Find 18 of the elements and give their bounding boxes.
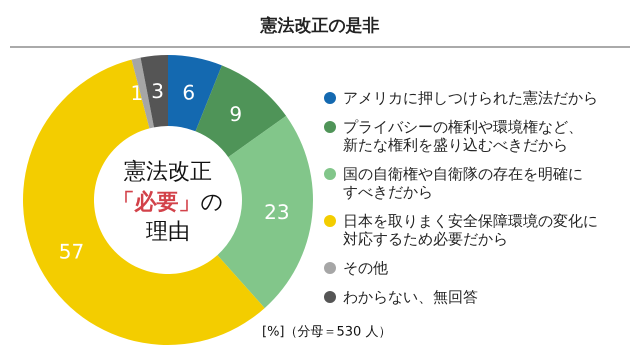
- legend-label: わからない、無回答: [343, 288, 478, 306]
- data-label: 9: [229, 102, 242, 126]
- legend-label: プライバシーの権利や環境権など、新たな権利を盛り込むべきだから: [343, 118, 583, 154]
- chart-title: 憲法改正の是非: [260, 15, 380, 36]
- text: 憲法改正: [123, 160, 212, 184]
- text: 理由: [146, 220, 190, 244]
- data-label: 23: [264, 200, 290, 224]
- legend-label: 国の自衛権や自衛隊の存在を明確にすべきだから: [343, 165, 583, 201]
- legend-label: その他: [343, 259, 388, 277]
- data-label: 6: [182, 80, 196, 104]
- legend-label: アメリカに押しつけられた憲法だから: [343, 89, 598, 107]
- data-label: 3: [151, 78, 164, 103]
- text: 「必要」: [112, 190, 200, 214]
- text: [%]（分母＝530 人）: [262, 324, 392, 340]
- legend-label: 日本を取りまく安全保障環境の変化に対応するため必要だから: [343, 212, 598, 248]
- text: の: [200, 190, 224, 214]
- data-label: 57: [58, 240, 84, 264]
- data-label: 1: [130, 81, 144, 106]
